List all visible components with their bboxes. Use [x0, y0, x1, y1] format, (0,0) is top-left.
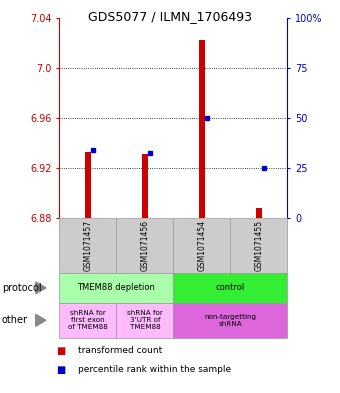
Text: non-targetting
shRNA: non-targetting shRNA — [204, 314, 256, 327]
Bar — [85, 152, 91, 218]
Text: transformed count: transformed count — [78, 346, 163, 355]
Text: GSM1071457: GSM1071457 — [84, 220, 92, 271]
Text: protocol: protocol — [2, 283, 41, 293]
Bar — [199, 40, 205, 218]
Bar — [256, 208, 262, 218]
Bar — [142, 154, 148, 218]
Text: GDS5077 / ILMN_1706493: GDS5077 / ILMN_1706493 — [88, 10, 252, 23]
Text: GSM1071456: GSM1071456 — [140, 220, 149, 271]
Text: TMEM88 depletion: TMEM88 depletion — [78, 283, 155, 292]
Text: other: other — [2, 315, 28, 325]
Text: percentile rank within the sample: percentile rank within the sample — [78, 365, 231, 375]
Text: shRNA for
first exon
of TMEM88: shRNA for first exon of TMEM88 — [68, 310, 108, 330]
Text: shRNA for
3'UTR of
TMEM88: shRNA for 3'UTR of TMEM88 — [127, 310, 163, 330]
Text: ■: ■ — [56, 346, 65, 356]
Text: control: control — [216, 283, 245, 292]
Text: GSM1071455: GSM1071455 — [254, 220, 263, 271]
Text: GSM1071454: GSM1071454 — [198, 220, 206, 271]
Text: ■: ■ — [56, 365, 65, 375]
